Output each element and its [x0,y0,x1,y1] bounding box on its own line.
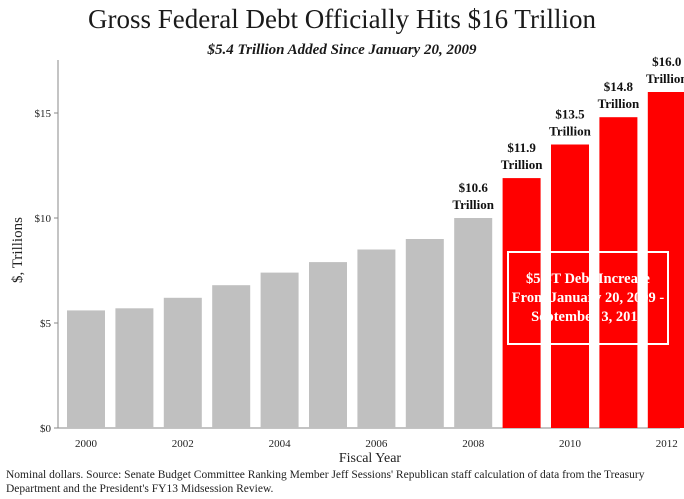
x-tick-label: 2006 [365,438,388,450]
source-footnote: Nominal dollars. Source: Senate Budget C… [6,469,645,495]
x-tick-label: 2004 [269,438,292,450]
bar [212,285,251,428]
bar [647,92,684,428]
data-label-value: $14.8 [604,79,634,94]
chart-title: Gross Federal Debt Officially Hits $16 T… [88,4,596,34]
bar [357,249,396,428]
y-axis-label: $, Trillions [10,217,26,283]
x-tick-label: 2000 [75,438,98,450]
x-tick-label: 2008 [462,438,485,450]
x-tick-label: 2010 [559,438,582,450]
debt-increase-callout: $5.4T Debt Increase From January 20, 200… [507,251,669,345]
data-label-unit: Trillion [501,157,543,172]
data-label-value: $13.5 [555,107,585,122]
data-label-unit: Trillion [598,96,640,111]
chart-subtitle: $5.4 Trillion Added Since January 20, 20… [207,42,477,58]
bar [454,218,493,428]
data-label-unit: Trillion [549,124,591,139]
x-tick-label: 2002 [172,438,194,450]
bar [599,117,638,428]
x-tick-label: 2012 [656,438,678,450]
bar [405,239,444,428]
y-tick-label: $5 [40,318,52,330]
data-label-unit: Trillion [452,197,494,212]
y-tick-label: $15 [35,108,52,120]
data-label-value: $11.9 [507,140,536,155]
data-label-value: $16.0 [652,54,681,69]
y-tick-label: $10 [35,213,52,225]
x-axis-label: Fiscal Year [339,451,402,466]
data-label-unit: Trillion [646,71,684,86]
bar [260,272,299,428]
bar [163,297,202,428]
y-tick-label: $0 [40,423,52,435]
bar [309,262,347,428]
data-label-value: $10.6 [459,180,489,195]
bar [551,144,589,428]
bar [115,308,154,428]
bar [67,310,105,428]
